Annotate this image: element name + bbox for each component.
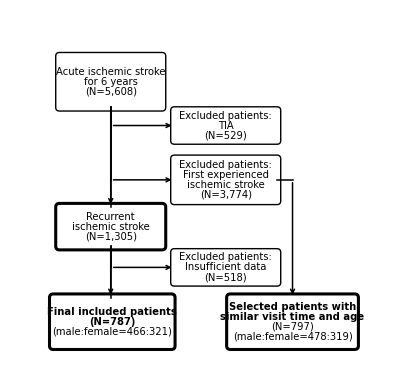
Text: Final included patients: Final included patients xyxy=(47,307,177,317)
Text: (male:female=478:319): (male:female=478:319) xyxy=(233,332,352,342)
FancyBboxPatch shape xyxy=(171,107,281,144)
Text: Excluded patients:: Excluded patients: xyxy=(179,252,272,262)
Text: Excluded patients:: Excluded patients: xyxy=(179,111,272,120)
Text: (male:female=466:321): (male:female=466:321) xyxy=(53,327,172,337)
Text: (N=797): (N=797) xyxy=(271,322,314,332)
Text: (N=3,774): (N=3,774) xyxy=(200,190,252,200)
Text: ischemic stroke: ischemic stroke xyxy=(187,180,265,190)
Text: Excluded patients:: Excluded patients: xyxy=(179,160,272,170)
Text: Recurrent: Recurrent xyxy=(86,212,135,221)
FancyBboxPatch shape xyxy=(171,249,281,286)
Text: (N=5,608): (N=5,608) xyxy=(85,87,137,97)
Text: similar visit time and age: similar visit time and age xyxy=(221,312,365,322)
Text: (N=787): (N=787) xyxy=(89,317,136,327)
FancyBboxPatch shape xyxy=(171,155,281,205)
Text: (N=529): (N=529) xyxy=(205,131,247,140)
FancyBboxPatch shape xyxy=(227,294,358,350)
Text: TIA: TIA xyxy=(218,120,234,131)
Text: Selected patients with: Selected patients with xyxy=(229,302,356,312)
Text: First experienced: First experienced xyxy=(183,170,269,180)
Text: for 6 years: for 6 years xyxy=(84,77,138,87)
FancyBboxPatch shape xyxy=(56,53,166,111)
Text: (N=1,305): (N=1,305) xyxy=(85,232,137,241)
Text: Acute ischemic stroke: Acute ischemic stroke xyxy=(56,67,166,77)
FancyBboxPatch shape xyxy=(56,203,166,250)
Text: ischemic stroke: ischemic stroke xyxy=(72,221,150,232)
FancyBboxPatch shape xyxy=(49,294,175,350)
Text: (N=518): (N=518) xyxy=(205,272,247,282)
Text: Insufficient data: Insufficient data xyxy=(185,262,266,272)
